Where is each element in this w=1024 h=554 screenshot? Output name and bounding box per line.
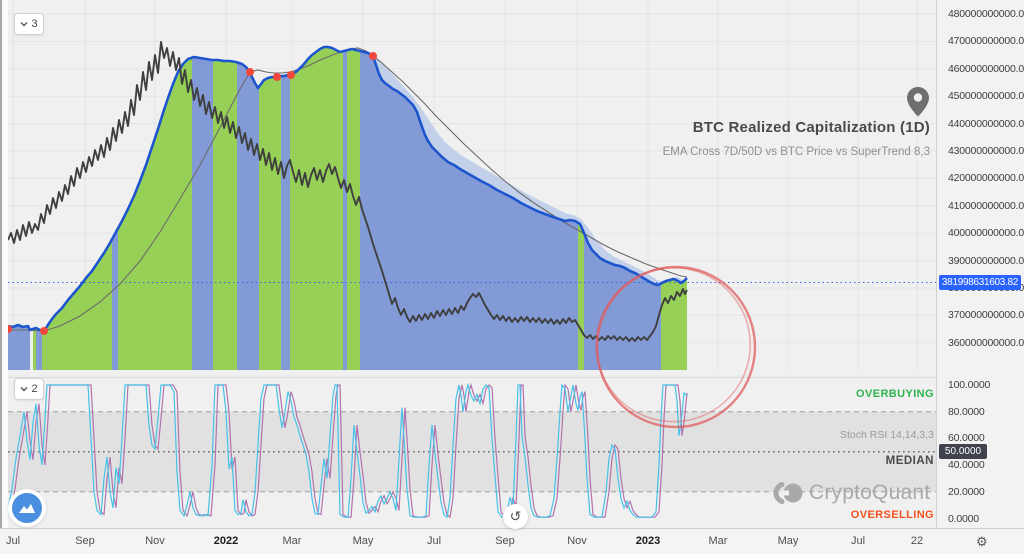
ema-cross-dot xyxy=(273,73,281,81)
y-axis-tick: 60.0000 xyxy=(948,432,985,445)
y-axis-tick: 100.0000 xyxy=(948,379,991,391)
ema-cross-dot xyxy=(369,52,377,60)
x-axis-tick: 2022 xyxy=(213,535,239,547)
median-value-badge: 50.0000 xyxy=(939,444,987,459)
regime-band-bull xyxy=(347,47,360,370)
regime-band-bull xyxy=(213,47,237,370)
regime-band-bull xyxy=(33,47,36,370)
y-axis-tick: 0.0000 xyxy=(948,512,979,525)
x-axis-tick: Mar xyxy=(282,535,302,547)
lower-indicators-collapse-button[interactable]: 2 xyxy=(14,378,44,400)
btc-price-line xyxy=(7,41,688,342)
regime-band-bear xyxy=(360,47,578,370)
map-pin-icon xyxy=(907,87,929,117)
y-axis-tick: 450000000000.00 xyxy=(948,90,1024,103)
y-axis-tick: 430000000000.00 xyxy=(948,145,1024,157)
x-axis-tick: Jul xyxy=(5,535,21,547)
stoch-rsi-chart[interactable] xyxy=(0,377,936,528)
panel-separator xyxy=(8,375,936,378)
regime-band-bear xyxy=(36,47,42,370)
y-axis-tick: 360000000000.00 xyxy=(948,336,1024,349)
time-axis[interactable]: ⚙ Jul Sep Nov 2022 Mar May Jul Sep Nov 2023 Mar May… xyxy=(0,528,1024,554)
regime-band-bull xyxy=(661,47,687,370)
overselling-label: OVERSELLING xyxy=(850,509,934,521)
ema-cross-dot xyxy=(246,68,254,76)
y-axis-tick: 20.0000 xyxy=(948,485,985,498)
cryptoquant-watermark: CryptoQuant xyxy=(768,481,930,505)
cryptoquant-blue-logo-icon xyxy=(12,493,42,523)
main-price-chart[interactable] xyxy=(0,0,936,377)
current-value-badge: 381998631603.82 xyxy=(939,275,1021,290)
chart-subtitle: EMA Cross 7D/50D vs BTC Price vs SuperTr… xyxy=(662,146,930,158)
y-axis-tick: 80.0000 xyxy=(948,405,985,418)
stoch-d-line xyxy=(10,382,688,519)
y-axis-tick: 40.0000 xyxy=(948,459,985,472)
regime-band-bear xyxy=(192,47,213,370)
y-axis-tick: 440000000000.00 xyxy=(948,117,1024,130)
regime-band-bear xyxy=(281,47,290,370)
y-axis-tick: 480000000000.00 xyxy=(948,8,1024,20)
realized-cap-line xyxy=(7,45,688,333)
y-axis-tick: 420000000000.00 xyxy=(948,172,1024,185)
x-axis-tick: Sep xyxy=(75,535,95,547)
regime-bands xyxy=(8,47,687,370)
reset-chart-button[interactable]: ↺ xyxy=(503,504,528,529)
regime-band-bear xyxy=(237,47,259,370)
regime-band-bear xyxy=(8,47,30,370)
x-axis-tick: Sep xyxy=(495,535,515,547)
main-indicator-count: 3 xyxy=(31,18,38,30)
left-margin xyxy=(2,0,8,528)
regime-band-bear xyxy=(584,47,661,370)
slow-ema-line xyxy=(8,47,688,332)
x-axis-tick: Jul xyxy=(850,535,866,547)
x-axis-tick: Mar xyxy=(708,535,728,547)
ema-cross-dot xyxy=(40,327,48,335)
regime-band-bull xyxy=(259,47,281,370)
regime-band-bull xyxy=(578,47,584,370)
regime-band-bull xyxy=(42,47,112,370)
cryptoquant-logo-icon xyxy=(773,482,803,504)
x-axis-tick: May xyxy=(352,535,374,547)
lower-indicator-count: 2 xyxy=(31,383,38,395)
cryptoquant-home-button[interactable] xyxy=(8,489,46,527)
price-axis[interactable]: 480000000000.00 470000000000.00 4600000000… xyxy=(936,0,1024,528)
x-axis-tick: Nov xyxy=(567,535,587,547)
y-axis-tick: 460000000000.00 xyxy=(948,62,1024,75)
chevron-down-icon xyxy=(20,22,28,27)
median-label: MEDIAN xyxy=(885,455,934,467)
left-edge-line xyxy=(0,0,2,528)
ema-cross-dot xyxy=(287,71,295,79)
x-axis-tick: 2023 xyxy=(635,535,661,547)
y-axis-tick: 370000000000.00 xyxy=(948,309,1024,322)
y-axis-tick: 470000000000.00 xyxy=(948,35,1024,48)
x-axis-tick: May xyxy=(777,535,799,547)
stoch-neutral-band xyxy=(8,411,936,492)
axis-settings-gear-icon[interactable]: ⚙ xyxy=(976,534,988,549)
regime-band-bull xyxy=(290,47,343,370)
regime-band-bear xyxy=(343,47,347,370)
main-indicators-collapse-button[interactable]: 3 xyxy=(14,13,44,35)
y-axis-tick: 400000000000.00 xyxy=(948,227,1024,240)
x-axis-tick: Jul xyxy=(426,535,442,547)
y-axis-tick: 410000000000.00 xyxy=(948,199,1024,212)
stoch-rsi-label: Stoch RSI 14,14,3,3 xyxy=(840,429,934,441)
x-axis-tick: 22 xyxy=(910,535,924,547)
stoch-k-line xyxy=(7,382,688,519)
x-axis-tick: Nov xyxy=(145,535,165,547)
regime-band-bear xyxy=(112,47,118,370)
chart-title: BTC Realized Capitalization (1D) xyxy=(692,119,930,136)
overbuying-label: OVERBUYING xyxy=(856,388,934,400)
y-axis-tick: 390000000000.00 xyxy=(948,254,1024,267)
chevron-down-icon xyxy=(20,387,28,392)
